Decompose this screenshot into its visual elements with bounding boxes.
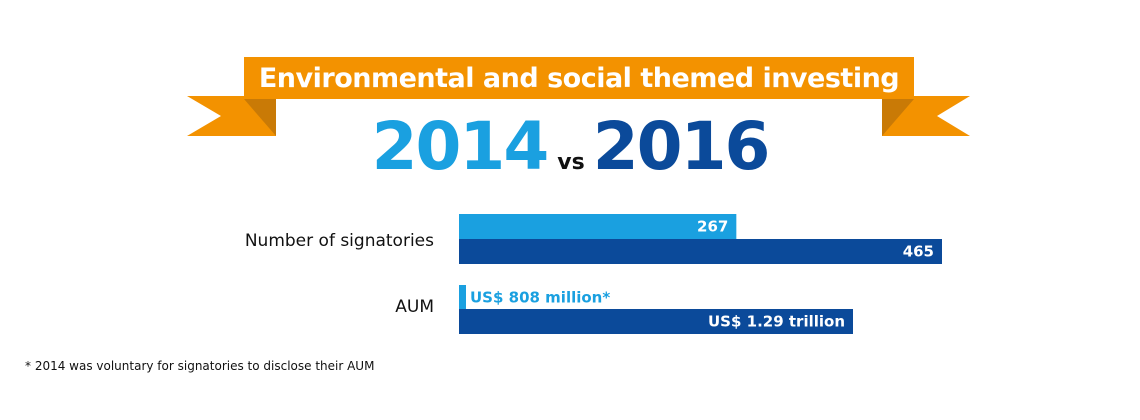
bar-label-aum-2014: US$ 808 million* <box>470 289 610 307</box>
vs-label: vs <box>557 150 585 175</box>
ribbon-right-fold <box>882 99 914 136</box>
bar-signatories-2016 <box>459 239 942 264</box>
year-2016: 2016 <box>592 108 771 185</box>
chart-title: Environmental and social themed investin… <box>258 62 900 94</box>
year-comparison: 2014 vs 2016 <box>0 108 1140 190</box>
bar-signatories-2014 <box>459 214 737 239</box>
row-label-aum: AUM <box>395 297 434 317</box>
bar-aum-2016 <box>459 309 853 334</box>
bar-label-aum-2016: US$ 1.29 trillion <box>708 313 845 331</box>
bar-aum-2014 <box>459 285 466 310</box>
footnote: * 2014 was voluntary for signatories to … <box>25 359 375 373</box>
ribbon-main <box>244 57 914 99</box>
bar-label-signatories-2016: 465 <box>903 243 934 261</box>
ribbon-left-fold <box>244 99 276 136</box>
row-label-signatories: Number of signatories <box>244 231 434 251</box>
year-2014: 2014 <box>371 108 550 185</box>
bar-label-signatories-2014: 267 <box>697 218 728 236</box>
